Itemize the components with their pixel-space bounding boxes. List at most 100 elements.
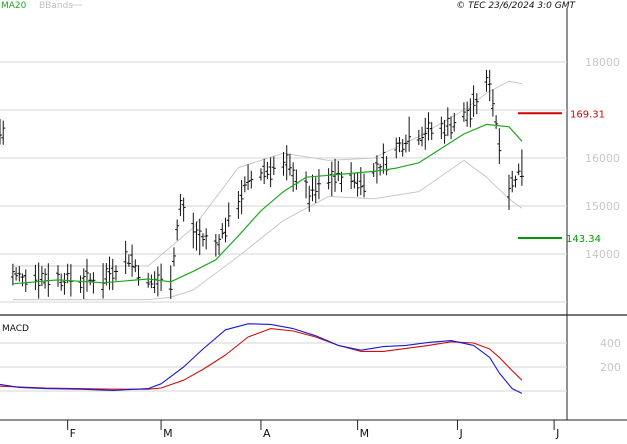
price-y-tick-label: 16000 <box>585 152 620 165</box>
ohlc-bar <box>420 126 425 147</box>
ohlc-bar <box>452 112 457 132</box>
macd-signal-line <box>0 328 523 390</box>
ohlc-bar <box>426 112 431 141</box>
ohlc-bar <box>113 265 118 281</box>
support-label: 143.34 <box>566 234 601 245</box>
ohlc-bar <box>355 172 360 197</box>
bbands-legend: BBands <box>39 1 73 11</box>
ohlc-bar <box>326 168 331 190</box>
ohlc-bar <box>126 254 131 267</box>
ohlc-bar <box>39 266 44 287</box>
macd-panel-label: MACD <box>2 324 29 334</box>
ohlc-bar <box>133 259 138 273</box>
ohlc-bar <box>88 273 93 286</box>
price-y-tick-label: 15000 <box>585 200 620 213</box>
copyright-label: © TEC 23/6/2024 3:0 GMT <box>456 1 576 11</box>
ohlc-bar <box>14 267 19 281</box>
ohlc-bar <box>181 197 186 222</box>
ohlc-bar <box>336 160 341 182</box>
ohlc-bar <box>268 157 273 188</box>
x-tick-label: J <box>555 427 559 440</box>
ohlc-bar <box>262 158 267 185</box>
ohlc-bar <box>155 266 160 297</box>
ohlc-bar <box>175 219 180 241</box>
ohlc-bar <box>316 169 321 200</box>
ohlc-bar <box>246 164 251 190</box>
ohlc-bar <box>78 275 83 293</box>
ohlc-bar <box>310 174 315 202</box>
ohlc-bar <box>197 218 202 256</box>
ohlc-bar <box>258 168 263 181</box>
ohlc-bar <box>510 170 515 193</box>
ohlc-bar <box>416 129 421 145</box>
ohlc-bar <box>284 145 289 181</box>
ohlc-bar <box>407 116 412 152</box>
ohlc-bar <box>468 98 473 128</box>
ohlc-bar <box>352 173 357 189</box>
ohlc-bar <box>0 118 2 145</box>
ohlc-bar <box>362 173 367 198</box>
ohlc-bar <box>10 263 15 286</box>
ohlc-bar <box>484 69 489 92</box>
ohlc-bar <box>304 171 309 199</box>
ohlc-bar <box>239 180 244 215</box>
x-tick-label: A <box>263 427 271 440</box>
ohlc-bar <box>220 223 225 239</box>
ohlc-bar <box>461 102 466 122</box>
ohlc-bar <box>136 265 141 286</box>
ohlc-bar <box>271 156 276 176</box>
ohlc-bar <box>445 107 450 137</box>
ohlc-bar <box>400 138 405 157</box>
bbands-lower-line <box>12 159 523 301</box>
ohlc-bar <box>403 134 408 153</box>
ohlc-bar <box>513 175 518 188</box>
ohlc-bar <box>519 149 524 186</box>
ohlc-bar <box>397 137 402 153</box>
ohlc-bar <box>123 240 128 274</box>
ohlc-bar <box>471 85 476 117</box>
ohlc-bar <box>226 202 231 227</box>
ohlc-bar <box>339 171 344 193</box>
ohlc-bar <box>465 101 470 127</box>
ohlc-bar <box>242 176 247 193</box>
ohlc-bar <box>59 273 64 291</box>
ohlc-bar <box>497 128 502 165</box>
ma20-line <box>12 123 523 285</box>
ohlc-bar <box>91 272 96 294</box>
ohlc-bar <box>265 161 270 180</box>
ma20-legend: MA20 <box>1 1 27 11</box>
ohlc-bar <box>381 143 386 174</box>
price-y-tick-label: 14000 <box>585 248 620 261</box>
ohlc-bar <box>81 268 86 299</box>
macd-y-tick-label: 200 <box>600 361 621 374</box>
ohlc-bar <box>84 258 89 292</box>
ohlc-bar <box>358 167 363 196</box>
ohlc-bar <box>107 256 112 290</box>
ohlc-bar <box>474 93 479 115</box>
ohlc-bar <box>442 119 447 144</box>
ohlc-bar <box>374 155 379 184</box>
ohlc-bar <box>194 221 199 251</box>
x-tick-label: J <box>458 427 462 440</box>
ohlc-bar <box>178 193 183 216</box>
ohlc-bar <box>204 228 209 250</box>
ohlc-bar <box>291 162 296 192</box>
ohlc-bar <box>171 247 176 267</box>
ohlc-bar <box>43 268 48 289</box>
ohlc-bar <box>130 244 135 277</box>
ohlc-bar <box>62 272 67 295</box>
macd-y-tick-label: 400 <box>600 337 621 350</box>
resistance-label: 169.31 <box>570 109 605 120</box>
ohlc-bar <box>104 263 109 286</box>
ohlc-bar <box>378 163 383 176</box>
macd-line <box>0 323 523 394</box>
ohlc-bar <box>217 234 222 255</box>
ohlc-bar <box>223 217 228 243</box>
ohlc-bar <box>281 151 286 176</box>
ohlc-bar <box>1 120 6 145</box>
ohlc-bar <box>487 69 492 102</box>
ohlc-bar <box>149 274 154 289</box>
ohlc-bar <box>494 115 499 129</box>
ohlc-bar <box>236 191 241 219</box>
